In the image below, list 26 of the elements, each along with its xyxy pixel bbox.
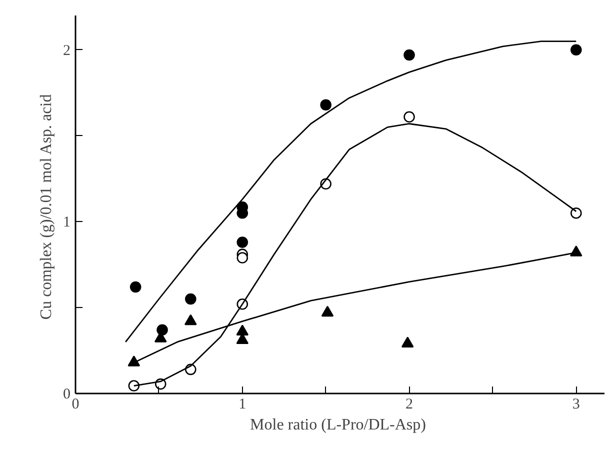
point [184, 293, 196, 305]
point [320, 99, 332, 110]
point [401, 336, 414, 348]
point [236, 324, 249, 336]
point [570, 207, 582, 219]
point [570, 44, 582, 56]
point [404, 111, 415, 123]
point [321, 306, 334, 317]
line-series [124, 40, 577, 343]
x-tick-label: 2 [406, 396, 414, 412]
y-tick-label: 0 [63, 386, 70, 402]
point [236, 252, 248, 264]
point [128, 380, 140, 392]
y-tick-label: 2 [63, 42, 70, 59]
point [184, 314, 197, 326]
x-tick-label: 1 [238, 396, 246, 412]
x-tick-label: 3 [572, 396, 580, 412]
point [570, 246, 582, 256]
point [128, 356, 140, 366]
x-axis-title: Mole ratio (L-Pro/DL-Asp) [250, 416, 426, 434]
point [236, 236, 248, 248]
y-tick-label: 1 [63, 214, 70, 231]
point [156, 324, 168, 336]
point [404, 49, 415, 61]
point [130, 281, 142, 293]
y-axis-title: Cu complex (g)/0.01 mol Asp. acid [38, 94, 55, 320]
